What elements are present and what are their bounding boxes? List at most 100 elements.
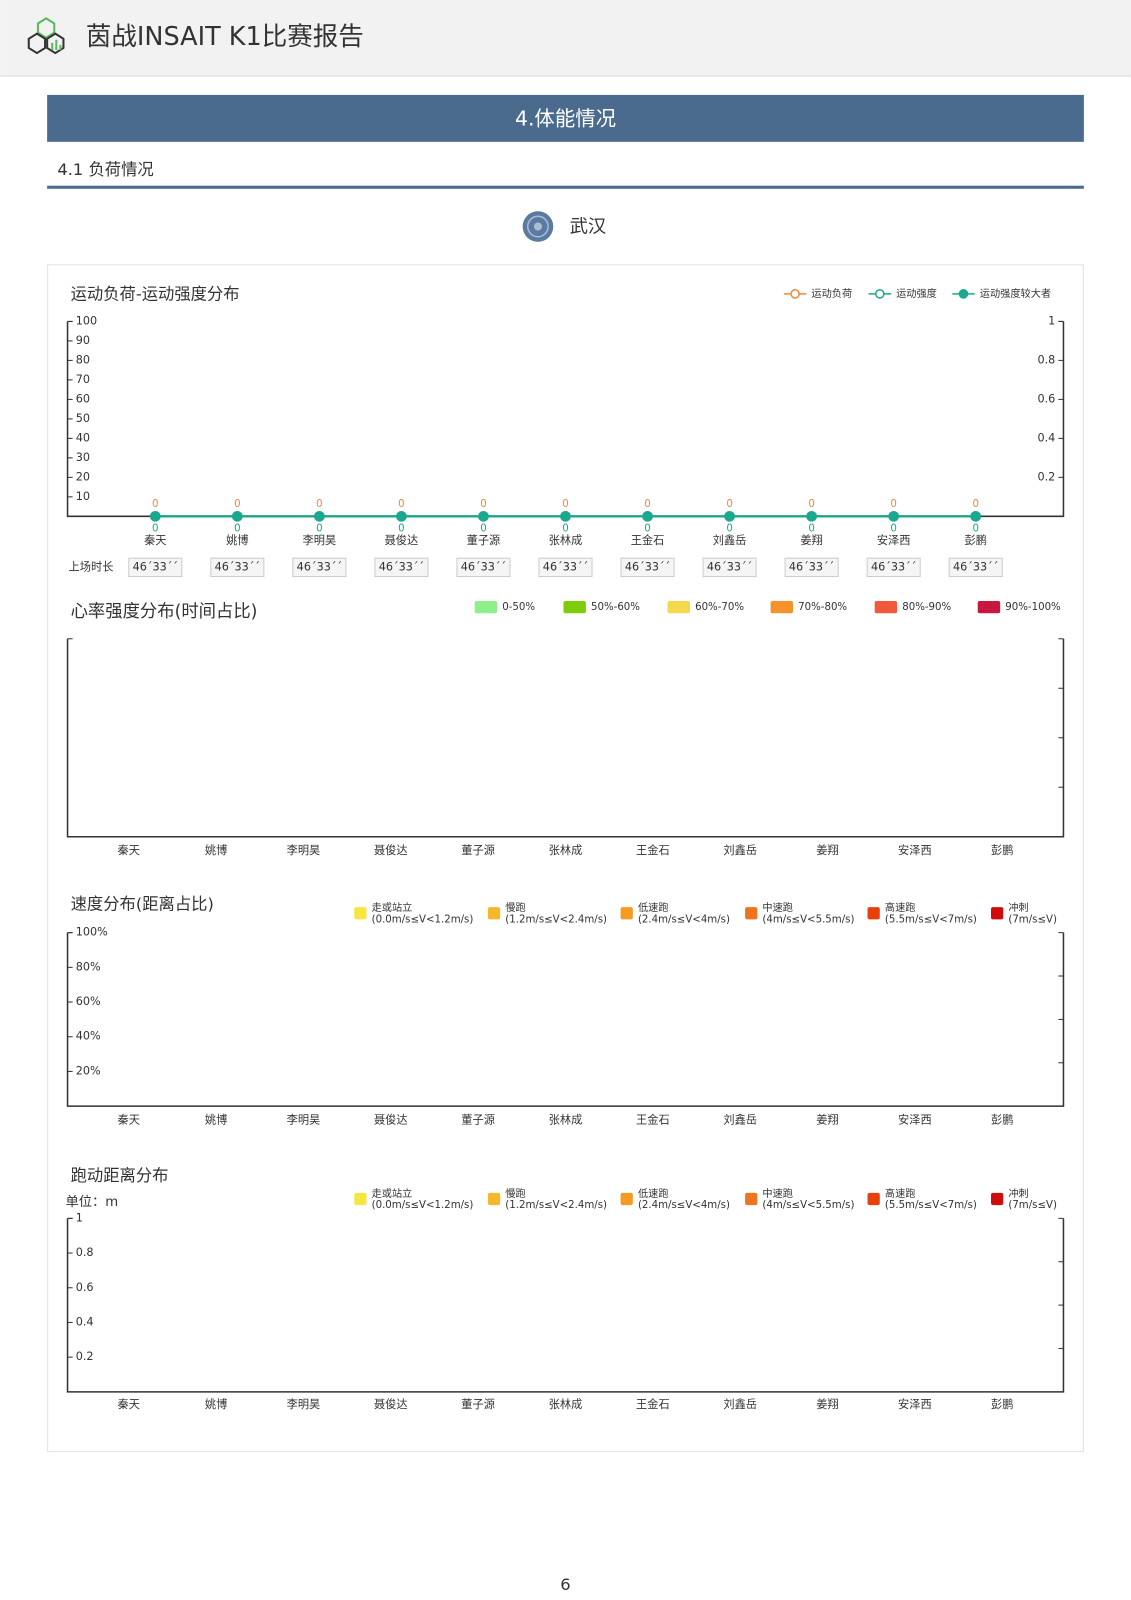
duration-value: 46´33´´ — [133, 560, 178, 573]
data-label: 0 — [972, 499, 978, 510]
unit-label: 单位：m — [66, 1194, 119, 1210]
legend-swatch — [874, 601, 898, 614]
duration-box — [210, 557, 265, 578]
x-tick-label: 聂俊达 — [374, 1112, 408, 1126]
legend-range: (7m/s≤V) — [1008, 914, 1057, 925]
legend-range: (4m/s≤V<5.5m/s) — [762, 1200, 854, 1211]
legend-range: (2.4m/s≤V<4m/s) — [638, 1200, 730, 1211]
legend-label: 运动负荷 — [811, 287, 852, 300]
y-tick-label: 80 — [76, 353, 90, 366]
x-tick-label: 姜翔 — [800, 533, 822, 547]
x-tick-label: 张林成 — [549, 1112, 583, 1126]
legend-range: (0.0m/s≤V<1.2m/s) — [372, 1200, 474, 1211]
y-tick-label: 80% — [76, 960, 101, 973]
x-tick-label: 李明昊 — [287, 1112, 321, 1126]
data-label: 0 — [726, 524, 732, 535]
legend-label: 冲刺 — [1008, 901, 1028, 914]
legend-label: 60%-70% — [695, 602, 744, 613]
legend-label: 运动强度较大者 — [980, 287, 1051, 300]
legend-swatch — [991, 1192, 1004, 1206]
data-label: 0 — [890, 499, 896, 510]
point — [806, 510, 817, 522]
chart-title: 心率强度分布(时间占比) — [71, 602, 258, 622]
legend-swatch — [563, 601, 586, 614]
x-tick-label: 刘鑫岳 — [723, 1397, 757, 1411]
legend-swatch — [770, 601, 794, 614]
legend-range: (0.0m/s≤V<1.2m/s) — [372, 914, 474, 925]
data-label: 0 — [972, 524, 978, 535]
subsection-rule — [47, 185, 1084, 189]
x-tick-label: 姜翔 — [816, 1397, 838, 1411]
point — [314, 510, 325, 522]
duration-box — [456, 557, 511, 578]
legend-label: 慢跑 — [505, 901, 525, 914]
point — [231, 510, 243, 522]
y-tick-label: 90 — [76, 334, 90, 347]
data-label: 0 — [562, 499, 568, 510]
x-tick-label: 彭鹏 — [991, 1397, 1013, 1411]
duration-box — [374, 557, 429, 578]
legend-swatch — [745, 907, 758, 920]
legend-marker — [958, 289, 969, 299]
legend-range: (7m/s≤V) — [1008, 1200, 1057, 1211]
data-label: 0 — [808, 499, 814, 510]
duration-box — [948, 557, 1003, 578]
x-tick-label: 董子源 — [467, 533, 501, 547]
section-title: 4.体能情况 — [515, 106, 616, 130]
duration-value: 46´33´´ — [379, 560, 424, 573]
duration-box — [702, 557, 757, 578]
data-label: 0 — [398, 524, 404, 535]
y-tick-label: 10 — [76, 490, 90, 503]
y-tick-label: 0.6 — [76, 1281, 94, 1294]
point — [970, 510, 982, 522]
duration-title: 上场时长 — [69, 559, 114, 573]
x-tick-label: 姚博 — [226, 533, 248, 547]
duration-value: 46´33´´ — [789, 560, 834, 573]
x-tick-label: 董子源 — [461, 1397, 495, 1411]
legend-swatch — [620, 1192, 633, 1206]
legend-label: 中速跑 — [762, 1187, 793, 1200]
data-label: 0 — [644, 524, 650, 535]
team-name: 武汉 — [570, 217, 607, 238]
chart-card — [47, 264, 1084, 1453]
duration-box — [292, 557, 347, 578]
legend-label: 90%-100% — [1005, 602, 1061, 613]
y-tick-label: 60% — [76, 995, 101, 1008]
duration-value: 46´33´´ — [707, 560, 752, 573]
x-tick-label: 秦天 — [118, 843, 140, 857]
y-tick-label: 20 — [76, 470, 90, 483]
x-tick-label: 李明昊 — [287, 1397, 321, 1411]
point — [149, 510, 161, 522]
legend-swatch — [354, 907, 367, 920]
duration-box — [620, 557, 675, 578]
legend-label: 冲刺 — [1008, 1187, 1028, 1200]
x-tick-label: 刘鑫岳 — [723, 1112, 757, 1126]
x-tick-label: 王金石 — [636, 1112, 670, 1126]
y-tick-label: 100 — [76, 314, 97, 327]
y2-tick-label: 0.6 — [1037, 392, 1055, 405]
x-tick-label: 李明昊 — [287, 843, 321, 857]
legend-swatch — [620, 907, 633, 920]
legend-range: (5.5m/s≤V<7m/s) — [885, 1200, 977, 1211]
subsection-title: 4.1 负荷情况 — [57, 160, 153, 179]
point — [560, 510, 571, 522]
legend-swatch — [977, 601, 1001, 614]
legend-label: 运动强度 — [896, 287, 937, 300]
header-bar — [0, 0, 1131, 76]
x-tick-label: 安泽西 — [898, 1112, 932, 1126]
legend-swatch — [487, 1192, 501, 1206]
data-label: 0 — [152, 499, 158, 510]
duration-value: 46´33´´ — [297, 560, 342, 573]
logo — [27, 17, 65, 55]
duration-value: 46´33´´ — [953, 560, 998, 573]
x-tick-label: 安泽西 — [898, 843, 932, 857]
x-tick-label: 李明昊 — [303, 533, 337, 547]
legend-label: 0-50% — [502, 602, 535, 613]
team-logo — [522, 211, 554, 242]
y2-tick-label: 1 — [1048, 314, 1055, 327]
legend-marker — [790, 289, 800, 299]
y-tick-label: 20% — [76, 1064, 101, 1077]
y-tick-label: 0.8 — [76, 1246, 94, 1259]
y-tick-label: 50 — [76, 412, 90, 425]
duration-value: 46´33´´ — [543, 560, 588, 573]
